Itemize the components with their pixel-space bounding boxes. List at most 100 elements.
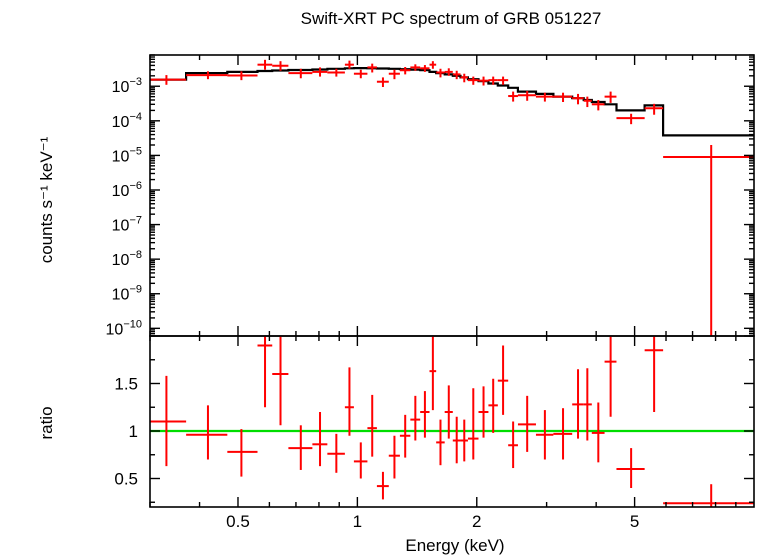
ratio-data-point (604, 336, 617, 417)
spectrum-data-point (452, 70, 461, 80)
ratio-data-point (353, 442, 368, 479)
ratio-data-point (288, 425, 313, 470)
bottom-y-axis-label: ratio (37, 406, 56, 439)
spectrum-data-point (460, 73, 468, 83)
ratio-data-point (478, 386, 489, 438)
spectrum-data-point (572, 93, 584, 105)
spectrum-data-points (150, 59, 754, 336)
y-tick-label: 10−9 (112, 284, 142, 304)
ratio-data-point (553, 408, 573, 460)
ratio-data-point (376, 471, 389, 500)
ratio-data-point (535, 410, 554, 460)
ratio-data-point (257, 336, 273, 408)
spectrum-plot-frame (149, 54, 755, 337)
y-tick-label: 10−6 (112, 180, 142, 200)
y-tick-label: 0.5 (114, 470, 138, 489)
y-tick-label: 10−5 (112, 145, 142, 165)
spectrum-data-point (399, 66, 411, 75)
ratio-data-point (572, 369, 584, 439)
spectrum-data-point (312, 67, 328, 77)
spectrum-data-point (444, 68, 453, 76)
spectrum-data-point (508, 91, 518, 102)
model-step-line (150, 67, 754, 137)
spectrum-data-point (517, 90, 536, 101)
ratio-axis-ticks (149, 335, 754, 507)
ratio-data-point (367, 394, 377, 457)
spectrum-data-point (663, 144, 754, 336)
top-y-axis-label: counts s⁻¹ keV⁻¹ (37, 136, 56, 263)
spectrum-data-point (497, 76, 509, 85)
spectrum-data-point (288, 68, 313, 79)
ratio-data-point (444, 385, 453, 439)
spectrum-data-point (376, 77, 389, 88)
ratio-data-point (591, 402, 605, 463)
ratio-data-point (467, 388, 479, 460)
spectrum-data-point (344, 60, 354, 69)
spectrum-data-point (535, 92, 554, 102)
ratio-data-point (429, 336, 437, 411)
ratio-data-points (150, 336, 754, 507)
ratio-data-point (272, 336, 289, 426)
ratio-data-point (399, 414, 411, 458)
ratio-data-point (420, 391, 430, 438)
ratio-data-point (583, 368, 592, 441)
ratio-data-point (616, 448, 645, 488)
y-tick-label: 10−4 (112, 111, 142, 131)
ratio-data-point (186, 405, 228, 460)
spectrum-data-point (410, 64, 421, 71)
spectrum-data-point (353, 69, 368, 79)
spectrum-data-point (257, 59, 273, 70)
x-tick-label: 1 (353, 512, 362, 531)
y-tick-label: 10−10 (106, 318, 142, 338)
ratio-data-point (410, 395, 421, 441)
spectrum-data-point (488, 76, 498, 85)
spectrum-data-point (227, 71, 258, 81)
y-tick-label: 10−7 (112, 215, 142, 235)
spectrum-data-point (553, 92, 573, 103)
ratio-data-point (497, 345, 509, 415)
ratio-data-point (460, 419, 468, 462)
spectrum-panel (149, 54, 755, 337)
spectrum-data-point (388, 69, 400, 80)
ratio-data-point (227, 429, 258, 477)
x-tick-label: 5 (630, 512, 639, 531)
ratio-data-point (150, 375, 187, 467)
ratio-data-point (344, 367, 354, 436)
spectrum-data-point (467, 76, 479, 85)
ratio-plot-frame (149, 335, 755, 508)
y-tick-label: 10−8 (112, 249, 142, 269)
spectrum-data-point (604, 91, 617, 103)
spectrum-data-point (420, 65, 430, 72)
ratio-data-point (452, 416, 461, 464)
spectrum-data-point (429, 61, 437, 69)
x-axis-label: Energy (keV) (405, 536, 504, 555)
x-tick-label: 0.5 (226, 512, 250, 531)
ratio-data-point (517, 395, 536, 452)
spectrum-data-point (583, 96, 592, 108)
spectrum-data-point (272, 61, 289, 71)
spectrum-data-point (644, 103, 664, 115)
ratio-data-point (436, 419, 445, 466)
y-tick-label: 1.5 (114, 375, 138, 394)
chart-title: Swift-XRT PC spectrum of GRB 051227 (301, 9, 602, 28)
spectrum-data-point (150, 75, 187, 85)
x-tick-label: 2 (472, 512, 481, 531)
spectrum-data-point (327, 68, 345, 77)
ratio-data-point (644, 336, 664, 412)
spectrum-data-point (186, 71, 228, 80)
ratio-data-point (663, 484, 754, 507)
model-curve (150, 67, 754, 137)
spectrum-data-point (367, 63, 377, 73)
ratio-data-point (327, 433, 345, 473)
ratio-data-point (488, 378, 498, 433)
spectrum-axis-ticks (149, 54, 754, 337)
spectrum-data-point (591, 99, 605, 111)
ratio-data-point (508, 421, 518, 469)
y-tick-label: 1 (129, 422, 138, 441)
spectrum-data-point (436, 68, 445, 78)
ratio-panel (149, 335, 755, 508)
spectrum-data-point (478, 76, 489, 86)
ratio-data-point (312, 412, 328, 467)
y-tick-label: 10−3 (112, 76, 142, 96)
